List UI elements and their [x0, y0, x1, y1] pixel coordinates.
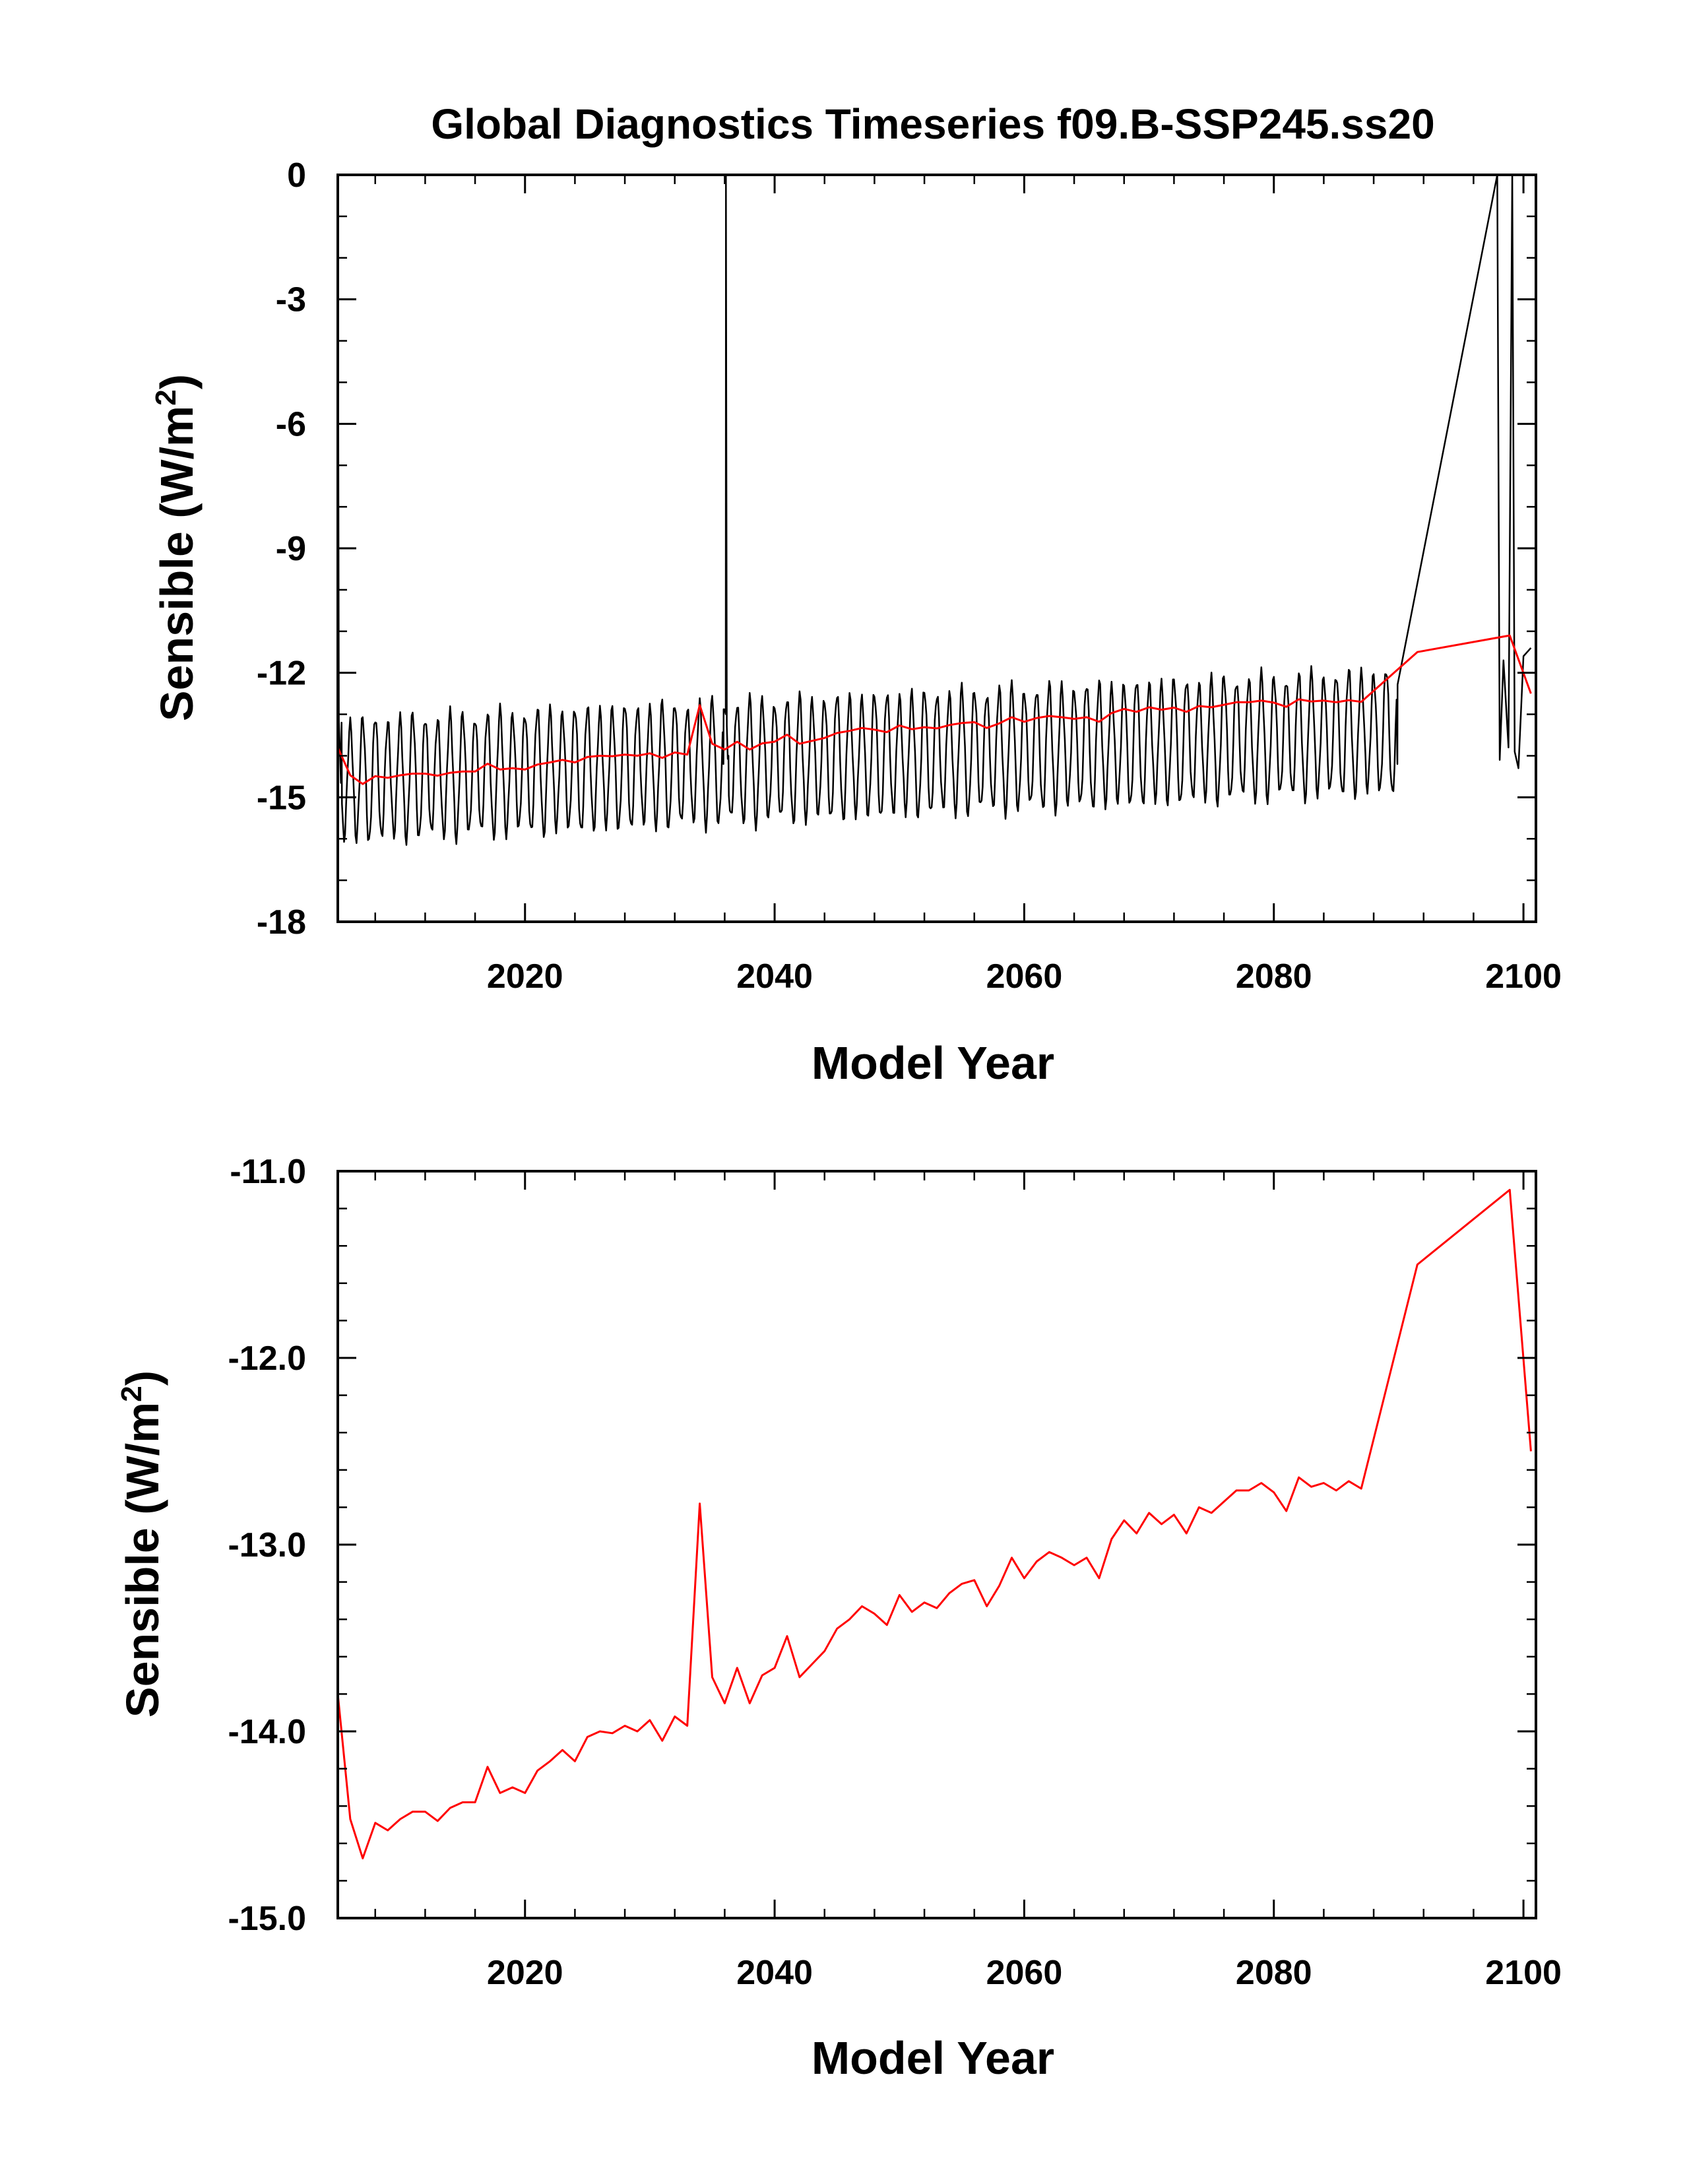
- x-tick-label: 2080: [1236, 957, 1312, 996]
- bottom-y-tick-labels: -11.0 -12.0 -13.0 -14.0 -15.0: [228, 1153, 306, 1938]
- chart-title: Global Diagnostics Timeseries f09.B-SSP2…: [431, 100, 1434, 148]
- x-tick-label: 2040: [736, 1954, 813, 1992]
- x-tick-label: 2020: [487, 957, 563, 996]
- y-tick-label: -15: [257, 779, 306, 817]
- y-tick-label: -11.0: [230, 1153, 306, 1191]
- top-plot-area: [336, 174, 1537, 923]
- top-y-axis-label: Sensible (W/m2): [150, 374, 203, 721]
- y-tick-label: -18: [257, 903, 306, 942]
- bottom-y-label-main: Sensible (W/m: [117, 1402, 168, 1718]
- bottom-y-label-end: ): [117, 1370, 168, 1386]
- y-tick-label: -12.0: [228, 1339, 306, 1378]
- x-tick-label: 2100: [1485, 1954, 1562, 1992]
- x-tick-label: 2100: [1485, 957, 1562, 996]
- bottom-clip: [338, 1188, 1532, 1859]
- x-tick-label: 2040: [736, 957, 813, 996]
- x-tick-label: 2060: [986, 1954, 1063, 1992]
- top-x-axis-label: Model Year: [812, 1037, 1054, 1089]
- top-ticks: [338, 174, 1536, 923]
- top-y-label-main: Sensible (W/m: [151, 406, 203, 721]
- annual-mean-series-line: [338, 1188, 1532, 1859]
- y-tick-label: -9: [276, 530, 306, 568]
- x-tick-label: 2020: [487, 1954, 563, 1992]
- y-tick-label: -6: [276, 405, 306, 443]
- y-tick-label: -3: [276, 281, 306, 319]
- x-tick-label: 2060: [986, 957, 1063, 996]
- y-tick-label: -14.0: [228, 1713, 306, 1751]
- y-tick-label: -12: [257, 655, 306, 693]
- annual-mean-series-line: [338, 634, 1532, 785]
- bottom-x-tick-labels: 2020 2040 2060 2080 2100: [487, 1954, 1562, 1992]
- y-tick-label: -13.0: [228, 1526, 306, 1564]
- y-tick-label: -15.0: [228, 1900, 306, 1938]
- bottom-y-label-sup: 2: [115, 1386, 148, 1401]
- y-tick-label: 0: [287, 156, 306, 195]
- top-y-label-sup: 2: [150, 389, 182, 405]
- top-clip: [338, 175, 1532, 846]
- x-tick-label: 2080: [1236, 1954, 1312, 1992]
- top-y-tick-labels: 0 -3 -6 -9 -12 -15 -18: [257, 156, 306, 942]
- bottom-x-axis-label: Model Year: [812, 2032, 1054, 2084]
- top-y-label-end: ): [151, 374, 203, 389]
- top-panel: Global Diagnostics Timeseries f09.B-SSP2…: [150, 100, 1562, 1089]
- bottom-ticks: [338, 1170, 1536, 1919]
- top-x-tick-labels: 2020 2040 2060 2080 2100: [487, 957, 1562, 996]
- bottom-panel: -11.0-12.0-13.0-14.0-15.0 2020 2040 2060 20…: [115, 1153, 1562, 2084]
- monthly-series-line: [338, 175, 1532, 846]
- bottom-y-axis-label: Sensible (W/m2): [115, 1370, 168, 1718]
- bottom-plot-area: [336, 1170, 1537, 1919]
